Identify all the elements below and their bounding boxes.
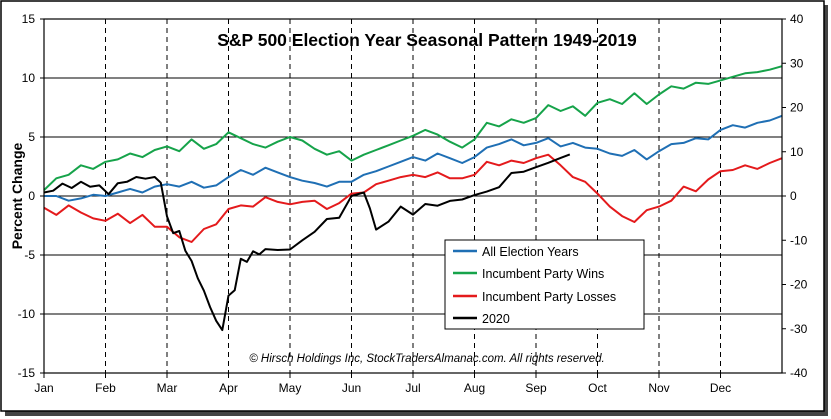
right-tick-label: 0: [790, 189, 797, 203]
month-label: Jan: [34, 381, 53, 395]
left-tick-label: 5: [28, 130, 35, 144]
month-label: Dec: [710, 381, 731, 395]
month-label: Nov: [648, 381, 669, 395]
month-label: Aug: [464, 381, 485, 395]
month-label: Oct: [588, 381, 607, 395]
left-tick-label: 10: [22, 71, 36, 85]
plot-area: -15 -10 -5 0 5 10 15 -40 -30 -20 -10 0 10 20 30 40 Jan Fe…: [18, 12, 808, 395]
legend-label-losses: Incumbent Party Losses: [482, 290, 616, 304]
left-tick-label: -10: [18, 307, 36, 321]
legend: All Election Years Incumbent Party Wins …: [444, 239, 645, 330]
copyright-note: © Hirsch Holdings Inc, StockTradersAlman…: [249, 353, 605, 365]
y-axis-label: Percent Change: [9, 142, 25, 249]
legend-label-wins: Incumbent Party Wins: [482, 267, 604, 281]
legend-label-all: All Election Years: [482, 245, 579, 259]
month-label: Feb: [95, 381, 116, 395]
month-label: Jul: [405, 381, 420, 395]
series-line-incumbent-party-wins: [43, 65, 783, 191]
month-label: Apr: [219, 381, 238, 395]
right-tick-label: -10: [790, 233, 808, 247]
left-tick-label: 15: [22, 12, 36, 26]
right-tick-label: 10: [790, 145, 804, 159]
right-tick-label: -20: [790, 278, 808, 292]
left-tick-label: -15: [18, 366, 36, 380]
series-line-2020: [43, 153, 571, 332]
month-label: Mar: [157, 381, 178, 395]
chart-title: S&P 500 Election Year Seasonal Pattern 1…: [217, 30, 637, 50]
right-tick-label: -30: [790, 322, 808, 336]
right-tick-label: 30: [790, 56, 804, 70]
series-line-all-election-years: [44, 114, 783, 202]
month-label: Jun: [342, 381, 361, 395]
month-label: May: [279, 381, 302, 395]
right-tick-label: 40: [790, 12, 804, 26]
right-tick-label: 20: [790, 101, 804, 115]
month-label: Sep: [525, 381, 547, 395]
legend-label-2020: 2020: [482, 312, 510, 326]
legend-box: [444, 239, 645, 330]
right-tick-label: -40: [790, 366, 808, 380]
left-tick-label: -5: [24, 248, 35, 262]
series-line-incumbent-party-losses: [43, 153, 783, 243]
left-tick-label: 0: [28, 189, 35, 203]
